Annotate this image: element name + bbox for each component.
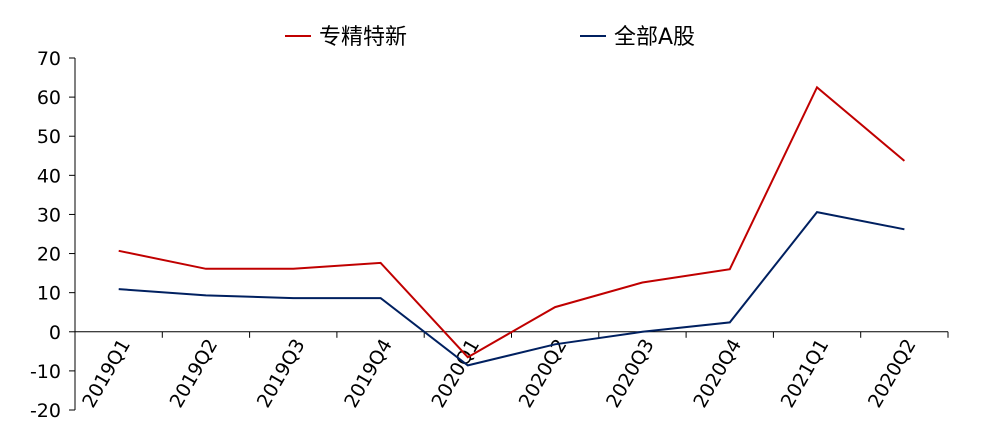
- y-tick-label: 20: [37, 244, 61, 266]
- x-tick-label: 2019Q2: [166, 335, 223, 411]
- axes: -20 -10 0 10 20 30 40 50 60 70 2019Q1 2019Q2 2019Q3 2…: [30, 48, 949, 422]
- x-tick-label: 2019Q1: [78, 335, 135, 411]
- y-tick-label: 70: [37, 48, 61, 70]
- x-tick-label: 2019Q4: [340, 335, 397, 411]
- x-tick-label: 2021Q1: [777, 335, 834, 411]
- x-tick-label: 2020Q1: [427, 335, 484, 411]
- legend-label: 专精特新: [319, 25, 407, 50]
- y-tick-label: 30: [37, 204, 61, 226]
- y-tick-label: 50: [37, 126, 61, 148]
- x-tick-label: 2020Q4: [689, 335, 746, 411]
- x-tick-label: 2020Q2: [864, 335, 921, 411]
- y-tick-label: -20: [30, 400, 61, 422]
- series-lines: [118, 85, 906, 367]
- series-line-2: [118, 211, 905, 367]
- series-line-1: [118, 85, 906, 359]
- y-tick-label: 10: [37, 283, 61, 305]
- x-tick-label: 2020Q3: [602, 335, 659, 411]
- y-tick-label: 40: [37, 165, 61, 187]
- y-tick-label: 0: [49, 322, 61, 344]
- legend-label: 全部A股: [614, 25, 695, 50]
- y-tick-label: 60: [37, 87, 61, 109]
- legend: 专精特新 全部A股: [285, 25, 695, 50]
- y-tick-label: -10: [30, 361, 61, 383]
- x-tick-label: 2019Q3: [253, 335, 310, 411]
